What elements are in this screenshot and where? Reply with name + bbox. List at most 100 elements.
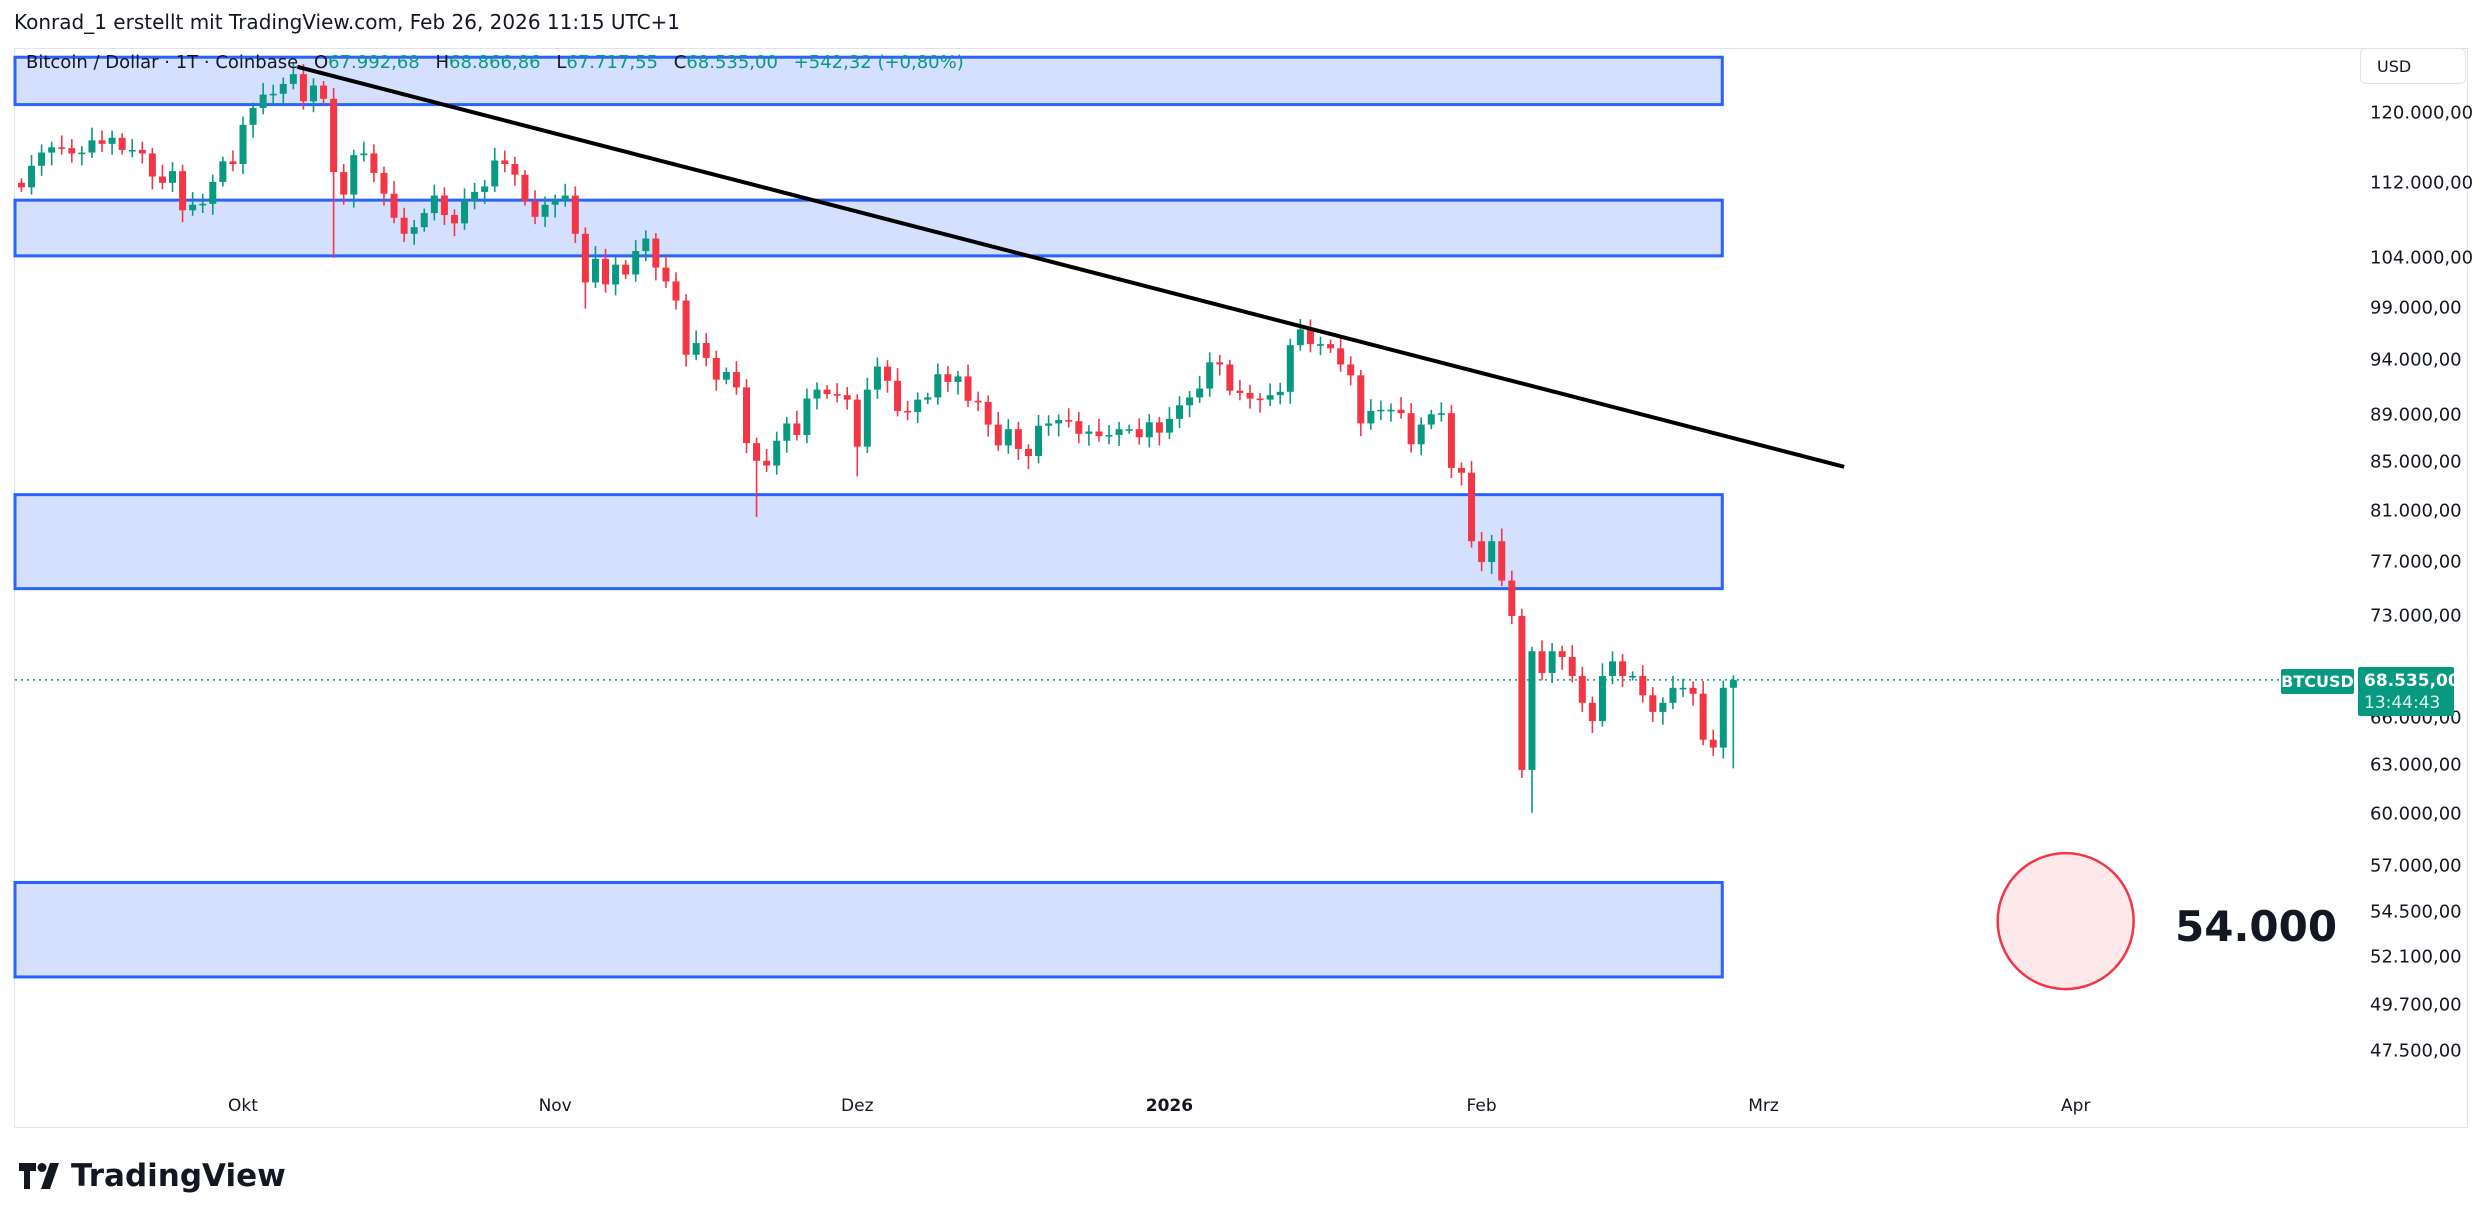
candle[interactable] [1045, 415, 1053, 436]
candle[interactable] [964, 364, 972, 408]
candle[interactable] [1196, 375, 1204, 403]
candle[interactable] [1528, 646, 1536, 813]
candle[interactable] [894, 368, 902, 417]
candle[interactable] [58, 135, 66, 155]
candle[interactable] [813, 382, 821, 410]
candle[interactable] [732, 361, 740, 395]
candle[interactable] [1115, 421, 1123, 446]
candle[interactable] [612, 257, 620, 296]
candle[interactable] [1558, 645, 1566, 670]
candle[interactable] [1256, 393, 1264, 413]
candle[interactable] [1699, 681, 1707, 746]
candle[interactable] [541, 196, 549, 227]
candle[interactable] [440, 187, 448, 226]
candle[interactable] [1035, 414, 1043, 464]
candle[interactable] [1669, 676, 1677, 710]
candle[interactable] [1004, 419, 1012, 454]
candle[interactable] [793, 410, 801, 441]
price-zone-rectangle[interactable] [13, 493, 1724, 591]
candle[interactable] [1649, 687, 1657, 722]
candle[interactable] [1014, 421, 1022, 460]
candle[interactable] [642, 230, 650, 262]
candle[interactable] [68, 139, 76, 163]
candle[interactable] [904, 400, 912, 421]
candle[interactable] [722, 367, 730, 385]
candle[interactable] [158, 164, 166, 190]
candle[interactable] [28, 154, 36, 195]
candle[interactable] [954, 370, 962, 395]
candle[interactable] [924, 392, 932, 405]
candle[interactable] [1478, 532, 1486, 572]
candle[interactable] [702, 333, 710, 367]
price-zone-rectangle[interactable] [13, 880, 1724, 979]
candle[interactable] [88, 127, 96, 159]
candle[interactable] [1337, 337, 1345, 372]
candle[interactable] [632, 240, 640, 282]
candle[interactable] [1578, 666, 1586, 712]
candle[interactable] [1468, 460, 1476, 548]
candle[interactable] [1316, 336, 1324, 356]
candle[interactable] [78, 146, 86, 166]
price-zone-rectangle[interactable] [13, 55, 1724, 107]
candle[interactable] [1085, 425, 1093, 446]
candle[interactable] [410, 219, 418, 245]
candle[interactable] [1236, 379, 1244, 401]
candle[interactable] [259, 82, 267, 115]
candle[interactable] [1538, 640, 1546, 681]
candle[interactable] [38, 144, 46, 176]
candle[interactable] [289, 62, 297, 90]
candle[interactable] [390, 181, 398, 224]
candle[interactable] [1447, 405, 1455, 479]
tradingview-logo[interactable]: TradingView [19, 1158, 286, 1194]
candle[interactable] [1609, 651, 1617, 685]
candle[interactable] [1498, 528, 1506, 587]
candle[interactable] [471, 182, 479, 210]
candle[interactable] [1075, 412, 1083, 443]
candle[interactable] [209, 174, 217, 215]
candle[interactable] [1377, 400, 1385, 421]
candle[interactable] [1367, 399, 1375, 430]
candle[interactable] [773, 431, 781, 475]
candle[interactable] [17, 178, 25, 192]
candle[interactable] [511, 156, 519, 186]
candle[interactable] [803, 388, 811, 444]
candle[interactable] [984, 395, 992, 437]
candle[interactable] [1417, 417, 1425, 456]
candle[interactable] [1327, 339, 1335, 353]
candle[interactable] [481, 180, 489, 204]
candle[interactable] [1286, 338, 1294, 404]
candle[interactable] [1105, 424, 1113, 445]
candle[interactable] [763, 449, 771, 472]
candle[interactable] [581, 227, 589, 309]
candle[interactable] [420, 208, 428, 232]
candle[interactable] [320, 81, 328, 104]
candle[interactable] [652, 233, 660, 281]
candle[interactable] [450, 209, 458, 237]
candle[interactable] [1145, 414, 1153, 448]
candle[interactable] [994, 411, 1002, 451]
candle[interactable] [1719, 680, 1727, 759]
candle[interactable] [370, 144, 378, 183]
candle[interactable] [1266, 383, 1274, 407]
candle[interactable] [1306, 319, 1314, 353]
candle[interactable] [360, 141, 368, 162]
candle[interactable] [853, 394, 861, 477]
candle[interactable] [1024, 444, 1032, 470]
candle[interactable] [1186, 391, 1194, 418]
price-zone-rectangle[interactable] [13, 198, 1724, 258]
candle[interactable] [299, 64, 307, 110]
candle[interactable] [169, 162, 177, 192]
candle[interactable] [148, 147, 156, 190]
currency-button[interactable]: USD [2360, 48, 2466, 84]
candle[interactable] [1125, 424, 1133, 434]
candle[interactable] [1457, 462, 1465, 486]
candle[interactable] [622, 260, 630, 280]
candle[interactable] [239, 116, 247, 175]
candle[interactable] [1357, 369, 1365, 437]
candle[interactable] [1397, 397, 1405, 419]
candle[interactable] [98, 130, 106, 153]
candle[interactable] [602, 248, 610, 293]
candle[interactable] [1598, 663, 1606, 727]
candle[interactable] [692, 330, 700, 361]
